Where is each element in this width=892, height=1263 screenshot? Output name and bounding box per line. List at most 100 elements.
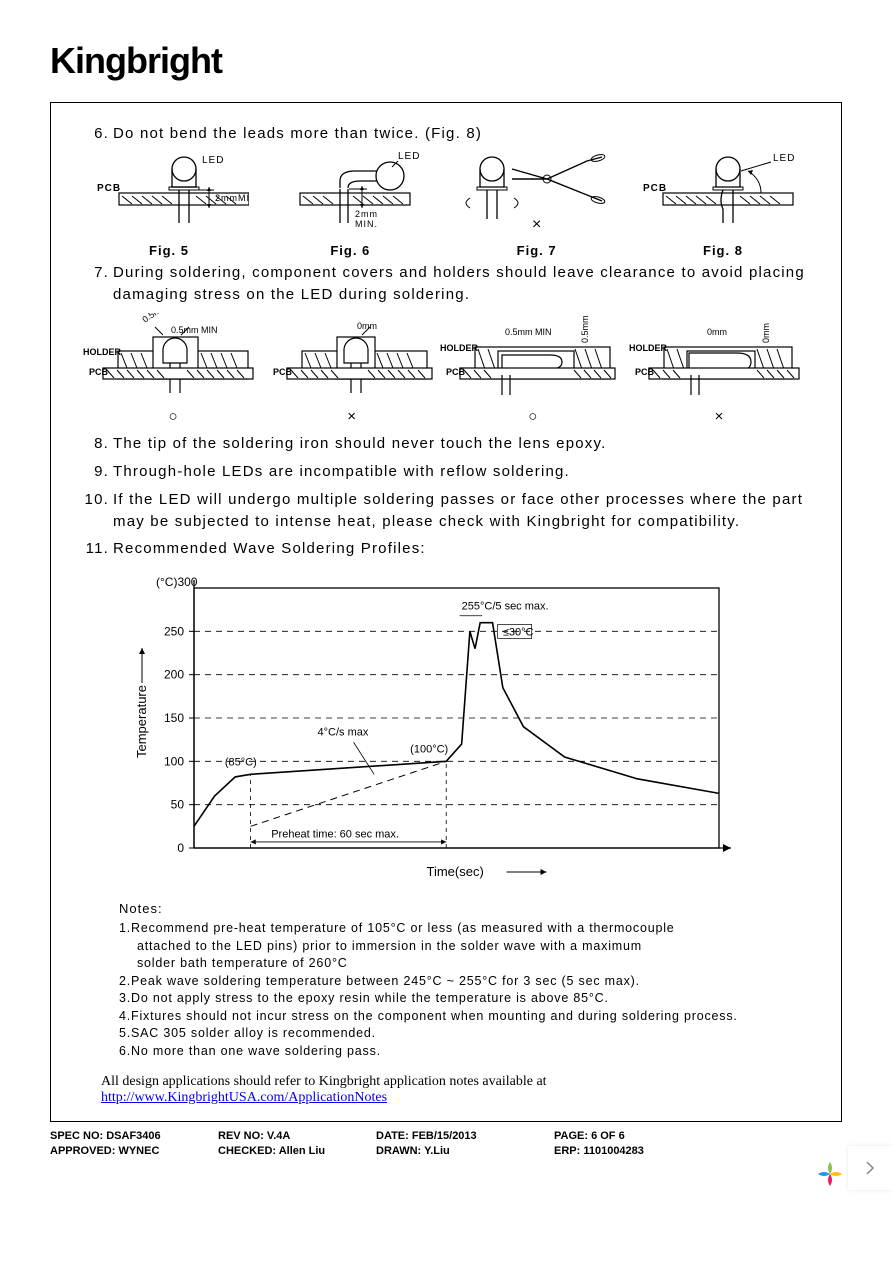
label-pcb: PCB [643,183,667,194]
svg-text:150: 150 [164,711,184,725]
svg-text:(85°C): (85°C) [225,757,257,769]
svg-text:200: 200 [164,668,184,682]
item-number: 9. [79,461,113,483]
footer-drawn: DRAWN: Y.Liu [376,1145,526,1157]
label-2mm-min: 2mmMIN. [215,193,249,203]
svg-text:0.5mm MIN: 0.5mm MIN [140,313,184,325]
holder-fig-4: 0mm 0mm HOLDER PCB × [629,313,809,425]
mark-ng: × [629,408,809,425]
mark-ok: ○ [83,408,263,425]
footer-rev: REV NO: V.4A [218,1130,348,1142]
figure-6-svg: LED 2mm MIN. [270,151,430,236]
footer-page: PAGE: 6 OF 6 [554,1130,625,1142]
holder-fig-1: 0.5mm MIN 0.5mm MIN HOLDER PCB [83,313,263,425]
figure-5-svg: LED PCB 2mmMIN. [89,151,249,236]
svg-text:250: 250 [164,624,184,638]
svg-text:50: 50 [171,798,185,812]
note-1: 1.Recommend pre-heat temperature of 105°… [119,920,813,938]
svg-text:Preheat time: 60 sec max.: Preheat time: 60 sec max. [271,829,399,841]
svg-text:HOLDER: HOLDER [83,347,122,357]
item-text: Do not bend the leads more than twice. (… [113,123,813,145]
svg-text:PCB: PCB [89,367,109,377]
item-text: Through-hole LEDs are incompatible with … [113,461,813,483]
chevron-right-icon [864,1160,876,1176]
svg-text:PCB: PCB [273,367,293,377]
figure-8-label: Fig. 8 [643,243,803,258]
footer-checked: CHECKED: Allen Liu [218,1145,348,1157]
svg-text:Temperature: Temperature [134,685,149,758]
svg-text:0.5mm MIN: 0.5mm MIN [505,327,552,337]
instruction-8: 8. The tip of the soldering iron should … [79,433,813,455]
figure-8-svg: LED PCB [643,151,803,236]
figure-6-label: Fig. 6 [270,243,430,258]
note-5: 5.SAC 305 solder alloy is recommended. [119,1025,813,1043]
brand-logo: Kingbright [50,40,842,82]
svg-text:Time(sec): Time(sec) [427,864,484,879]
item-number: 7. [79,262,113,306]
footer-date: DATE: FEB/15/2013 [376,1130,526,1142]
instruction-6: 6. Do not bend the leads more than twice… [79,123,813,145]
item-text: Recommended Wave Soldering Profiles: [113,538,813,560]
label-led: LED [202,155,224,166]
next-page-button[interactable] [848,1146,892,1190]
note-6: 6.No more than one wave soldering pass. [119,1043,813,1061]
svg-text:PCB: PCB [446,367,466,377]
note-3: 3.Do not apply stress to the epoxy resin… [119,990,813,1008]
app-note-link[interactable]: http://www.KingbrightUSA.com/Application… [101,1090,387,1105]
svg-text:0: 0 [177,841,184,855]
mark-ok: ○ [440,408,625,425]
figure-6: LED 2mm MIN. Fig. 6 [270,151,430,258]
app-note-text: All design applications should refer to … [101,1074,813,1106]
holder-fig-2: 0mm PCB × [267,313,437,425]
label-pcb: PCB [97,183,121,194]
mark-ng: × [532,216,542,233]
item-text: If the LED will undergo multiple solderi… [113,489,813,533]
figure-row-5-8: LED PCB 2mmMIN. Fig. 5 [79,151,813,258]
svg-text:(°C)300: (°C)300 [156,575,198,589]
svg-text:≤30°C: ≤30°C [503,627,534,639]
instruction-7: 7. During soldering, component covers an… [79,262,813,306]
svg-text:HOLDER: HOLDER [440,343,479,353]
svg-text:0mm: 0mm [761,323,771,343]
label-min: MIN. [355,219,378,229]
item-text: During soldering, component covers and h… [113,262,813,306]
label-led: LED [773,153,795,164]
footer-spec: SPEC NO: DSAF3406 [50,1130,190,1142]
item-text: The tip of the soldering iron should nev… [113,433,813,455]
holder-figure-row: 0.5mm MIN 0.5mm MIN HOLDER PCB [79,313,813,425]
soldering-profile-chart: 0 50 100 150 200 250 (°C)300 255°C/5 sec max. ≤3… [119,568,813,893]
svg-text:100: 100 [164,754,184,768]
footer-erp: ERP: 1101004283 [554,1145,644,1157]
label-led: LED [398,151,420,162]
item-number: 11. [79,538,113,560]
figure-7-svg: × [452,151,622,236]
notes-heading: Notes: [119,901,813,916]
figure-8: LED PCB Fig. 8 [643,151,803,258]
svg-text:(100°C): (100°C) [410,744,448,756]
note-1c: solder bath temperature of 260°C [137,955,813,973]
item-number: 8. [79,433,113,455]
note-4: 4.Fixtures should not incur stress on th… [119,1008,813,1026]
spec-footer: SPEC NO: DSAF3406 REV NO: V.4A DATE: FEB… [50,1130,842,1157]
corner-logo-icon [816,1160,844,1188]
svg-text:HOLDER: HOLDER [629,343,668,353]
svg-text:PCB: PCB [635,367,655,377]
label-2mm: 2mm [355,209,378,219]
note-1b: attached to the LED pins) prior to immer… [137,938,813,956]
svg-text:0mm: 0mm [707,327,727,337]
item-number: 10. [79,489,113,533]
footer-approved: APPROVED: WYNEC [50,1145,190,1157]
svg-text:0.5mm MIN: 0.5mm MIN [580,313,590,343]
item-number: 6. [79,123,113,145]
figure-7: × Fig. 7 [452,151,622,258]
instruction-11: 11. Recommended Wave Soldering Profiles: [79,538,813,560]
chart-svg: 0 50 100 150 200 250 (°C)300 255°C/5 sec max. ≤3… [119,568,759,888]
note-2: 2.Peak wave soldering temperature betwee… [119,973,813,991]
mark-ng: × [267,408,437,425]
figure-7-label: Fig. 7 [452,243,622,258]
instruction-10: 10. If the LED will undergo multiple sol… [79,489,813,533]
svg-text:0.5mm MIN: 0.5mm MIN [171,325,218,335]
instruction-9: 9. Through-hole LEDs are incompatible wi… [79,461,813,483]
svg-text:255°C/5 sec max.: 255°C/5 sec max. [462,601,549,613]
figure-5: LED PCB 2mmMIN. Fig. 5 [89,151,249,258]
